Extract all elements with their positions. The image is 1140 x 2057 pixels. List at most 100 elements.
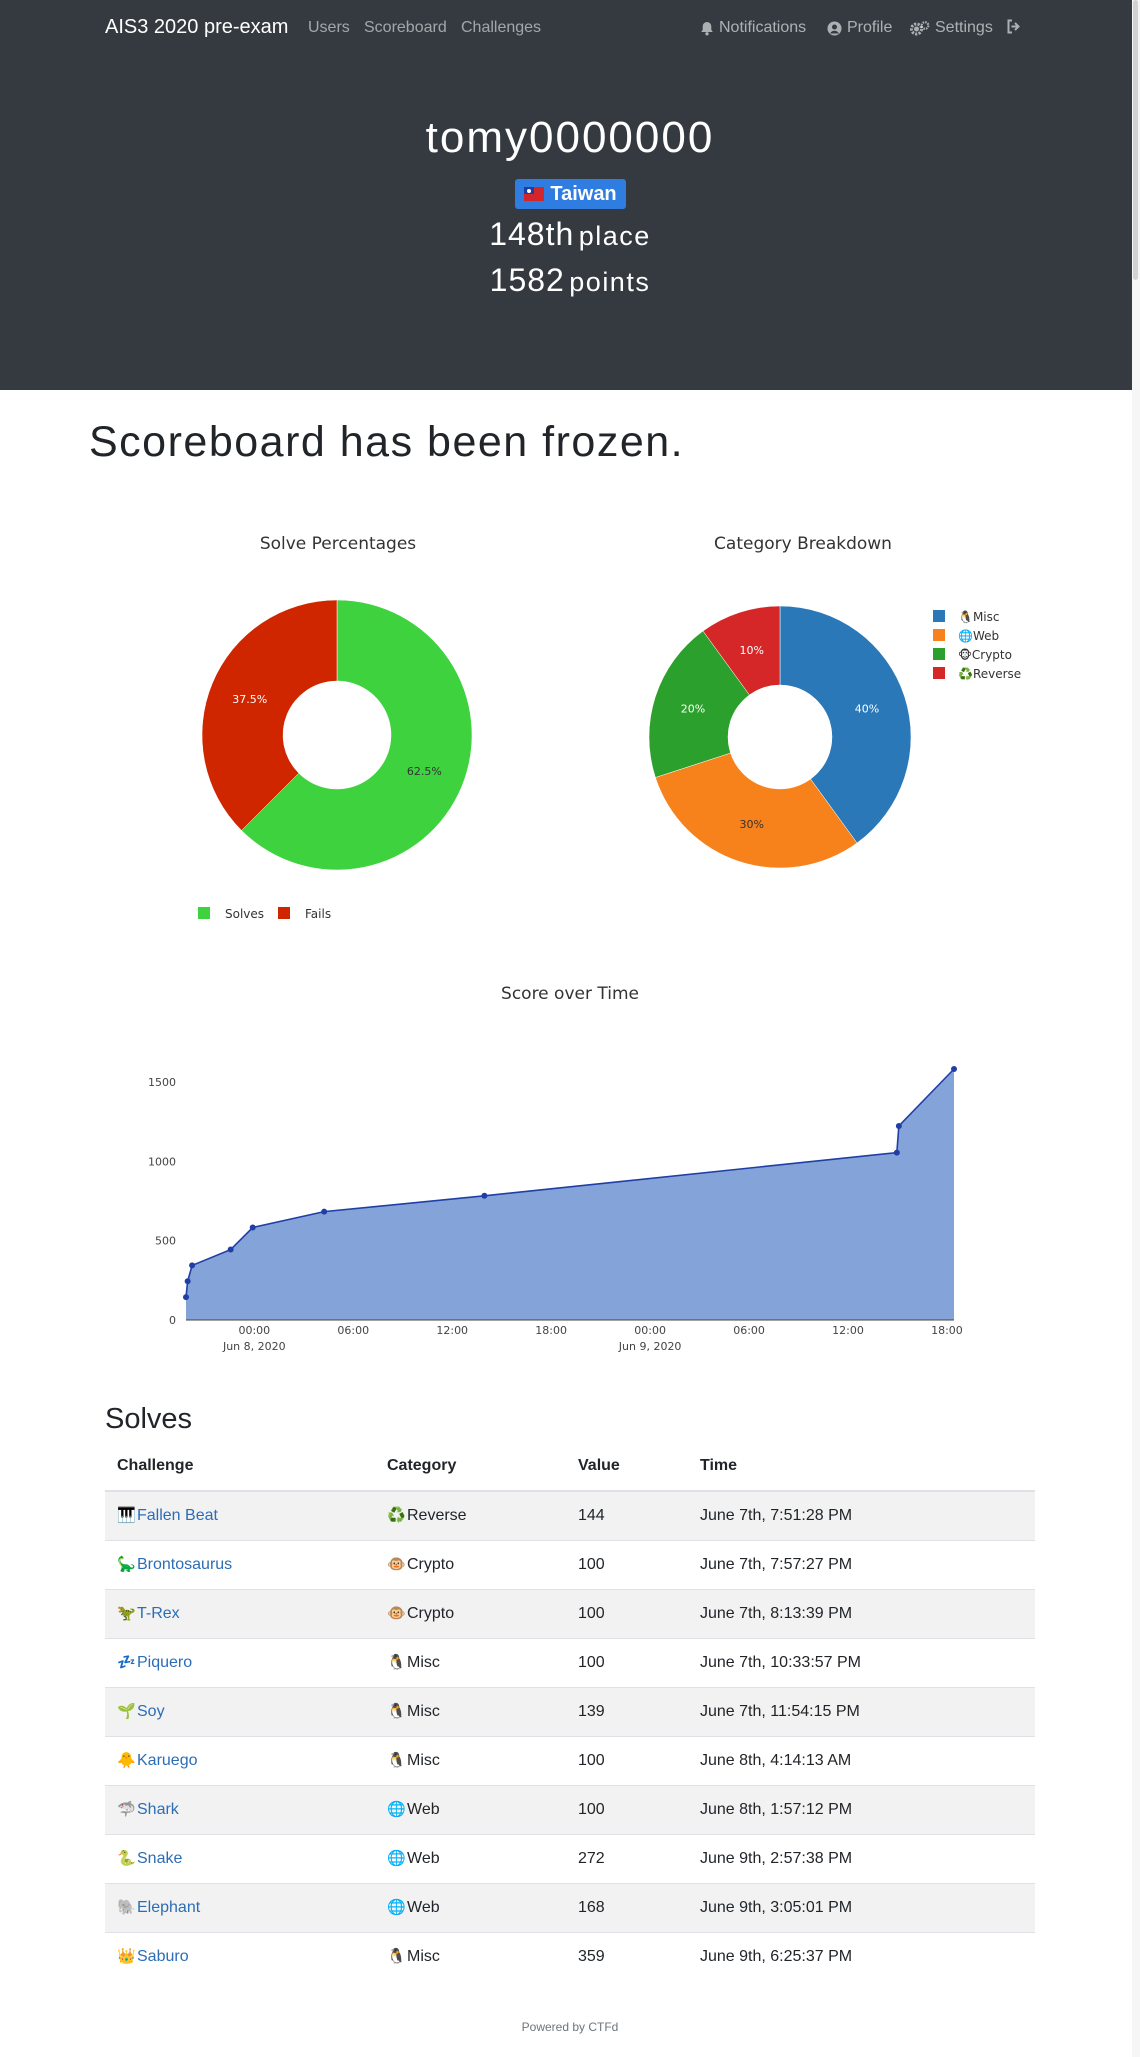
x-date-label: Jun 8, 2020 [222,1340,286,1353]
challenge-cell: 🦕Brontosaurus [105,1539,375,1589]
challenge-icon: 🎹 [117,1507,136,1525]
category-cell: 🐧Misc [375,1637,566,1687]
scrollbar-thumb[interactable] [1133,0,1138,280]
challenge-link[interactable]: Elephant [137,1899,201,1916]
col-value[interactable]: Value [566,1442,688,1492]
legend-swatch [278,907,290,919]
challenge-link[interactable]: Karuego [137,1752,198,1769]
category-label: Misc [407,1948,440,1966]
category-cell: 🐧Misc [375,1686,566,1736]
category-label: Web [407,1899,440,1916]
pie-slice-label: 62.5% [407,765,442,778]
category-icon: 🐧 [387,1948,406,1966]
legend-label[interactable]: 🐵Crypto [958,648,1012,662]
category-cell: 🌐Web [375,1882,566,1932]
category-label: Misc [407,1752,440,1769]
x-tick-label: 06:00 [733,1324,765,1337]
table-row: 🎹Fallen Beat ♻️Reverse 144 June 7th, 7:51:2… [105,1490,1035,1540]
score-point[interactable] [183,1294,189,1301]
legend-swatch [933,648,945,660]
category-icon: 🐵 [387,1556,406,1573]
score-point[interactable] [227,1246,234,1253]
challenge-link[interactable]: Soy [137,1703,165,1720]
value-cell: 272 [566,1833,688,1883]
score-over-time-title: Score over Time [501,984,639,1004]
pie-slice-solves[interactable] [241,599,473,871]
value-cell: 100 [566,1539,688,1589]
time-cell: June 9th, 3:05:01 PM [688,1882,1035,1932]
value-cell: 100 [566,1784,688,1834]
pie-slice-label: 10% [739,644,763,657]
challenge-link[interactable]: T-Rex [137,1605,180,1622]
category-label: Crypto [407,1605,455,1622]
nav-settings[interactable]: Settings [910,19,993,37]
score-point[interactable] [184,1278,191,1285]
value-cell: 144 [566,1490,688,1540]
pie-slice-web[interactable] [655,752,858,869]
x-tick-label: 18:00 [931,1324,963,1337]
score-area [186,1069,954,1320]
score-point[interactable] [893,1149,900,1156]
col-category[interactable]: Category [375,1442,566,1492]
pie-slice-reverse[interactable] [702,605,781,696]
footer-powered-by[interactable]: Powered by CTFd [521,2020,619,2034]
challenge-link[interactable]: Fallen Beat [137,1507,218,1525]
value-cell: 100 [566,1735,688,1785]
time-cell: June 9th, 6:25:37 PM [688,1931,1035,1981]
score-point[interactable] [481,1192,488,1199]
legend-label[interactable]: Fails [305,907,331,921]
legend-label[interactable]: Solves [225,907,264,921]
nav-scoreboard[interactable]: Scoreboard [364,19,447,36]
x-tick-label: 06:00 [337,1324,369,1337]
challenge-cell: 🦖T-Rex [105,1588,375,1638]
challenge-link[interactable]: Brontosaurus [137,1556,233,1573]
challenge-link[interactable]: Saburo [137,1948,189,1966]
table-row: 🦕Brontosaurus 🐵Crypto 100 June 7th, 7:57:27… [105,1539,1035,1589]
value-cell: 100 [566,1588,688,1638]
challenge-icon: 🐘 [117,1899,136,1916]
challenge-icon: 💤 [117,1654,136,1671]
score-point[interactable] [189,1262,196,1269]
score-point[interactable] [895,1122,902,1129]
time-cell: June 7th, 11:54:15 PM [688,1686,1035,1736]
time-cell: June 7th, 8:13:39 PM [688,1588,1035,1638]
legend-label[interactable]: ♻️Reverse [958,667,1021,681]
gears-icon [910,20,930,35]
nav-users[interactable]: Users [308,19,350,36]
challenge-cell: 🎹Fallen Beat [105,1490,375,1540]
pie-slice-misc[interactable] [779,605,912,844]
challenge-link[interactable]: Snake [137,1850,183,1867]
nav-challenges[interactable]: Challenges [461,19,542,36]
score-over-time-chart: 0 500 1000 1500 00:00 06:00 12:00 18:00 00:00 06:… [148,1066,963,1353]
score-point[interactable] [249,1224,256,1231]
navbar: AIS3 2020 pre-exam Users Scoreboard Chal… [0,0,1140,56]
brand-link[interactable]: AIS3 2020 pre-exam [105,16,289,38]
challenge-link[interactable]: Piquero [137,1654,193,1671]
pie-slice-crypto[interactable] [648,630,750,778]
challenge-cell: 🐥Karuego [105,1735,375,1785]
legend-label[interactable]: 🌐Web [958,629,999,643]
legend-swatch [198,907,210,919]
challenge-link[interactable]: Shark [137,1801,179,1818]
legend-label[interactable]: 🐧Misc [958,610,999,624]
nav-profile[interactable]: Profile [827,19,892,37]
pie-slice-label: 30% [739,818,763,831]
country-label: Taiwan [550,182,617,205]
challenge-icon: 🐥 [117,1752,136,1769]
legend-swatch [933,610,945,622]
col-time[interactable]: Time [688,1442,1035,1492]
scrollbar-track[interactable] [1132,0,1140,2057]
challenge-cell: 🐍Snake [105,1833,375,1883]
category-label: Web [407,1850,440,1867]
col-challenge[interactable]: Challenge [105,1442,375,1492]
logout-button[interactable] [1006,19,1022,34]
table-row: 👑Saburo 🐧Misc 359 June 9th, 6:25:37 PM [105,1931,1035,1981]
pie-slice-label: 37.5% [232,693,267,706]
user-circle-icon [827,21,842,35]
nav-notifications[interactable]: Notifications [700,19,806,37]
challenge-icon: 🦈 [117,1801,136,1818]
score-point[interactable] [321,1208,328,1215]
score-point[interactable] [951,1066,957,1072]
category-label: Reverse [407,1507,467,1525]
pie-slice-fails[interactable] [201,599,338,831]
